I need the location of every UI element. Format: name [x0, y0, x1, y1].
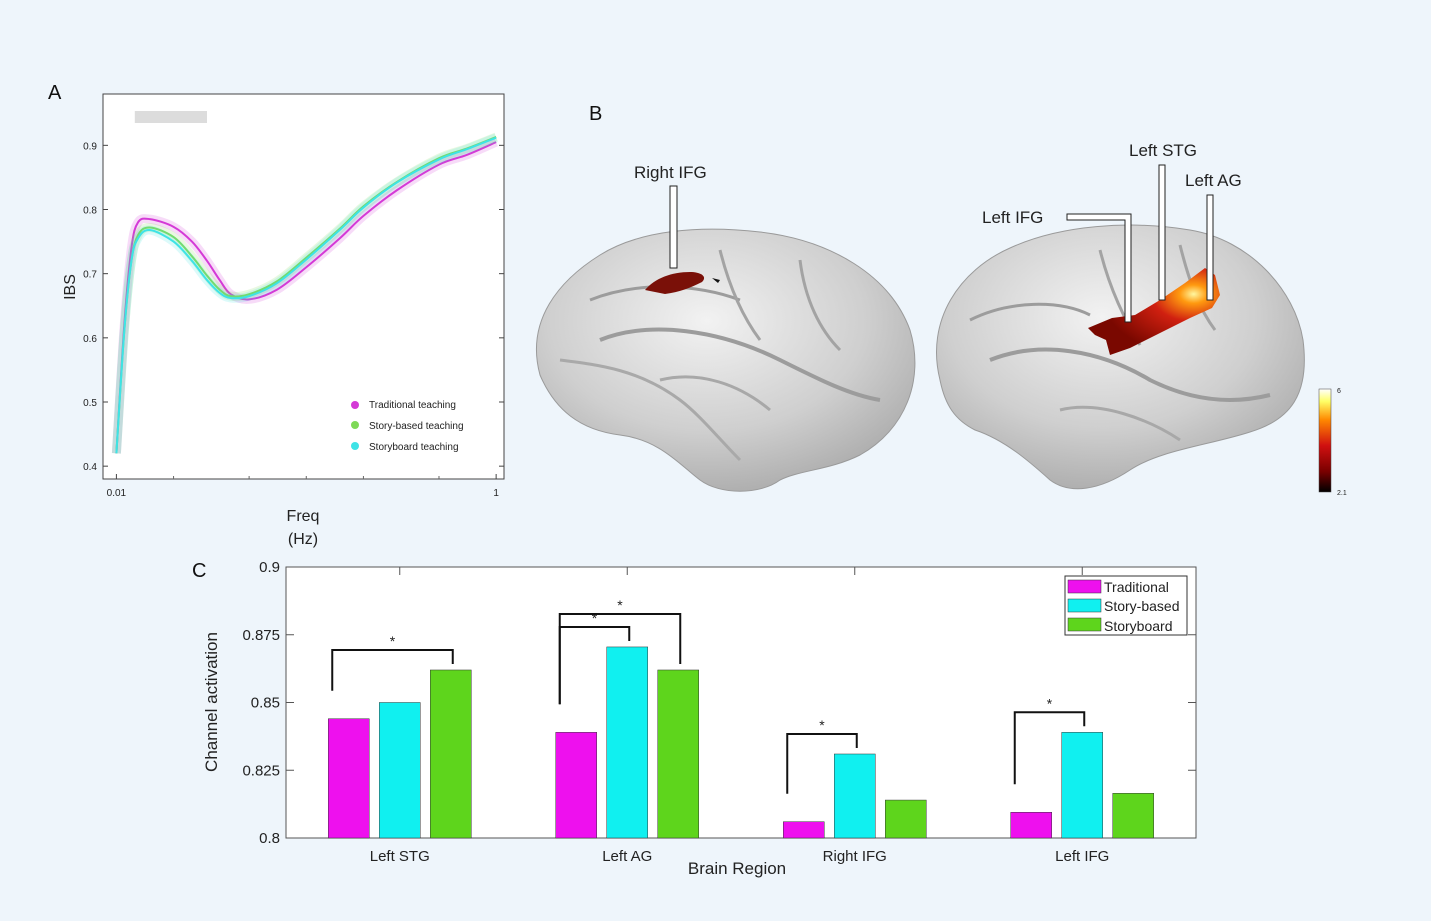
y-tick-label-a: 0.6: [83, 334, 97, 345]
legend-c: Traditional Story-based Storyboard: [1064, 575, 1188, 636]
leader-right-ifg: [669, 185, 678, 269]
bar-2-2: [885, 799, 927, 839]
bar-1-1: [606, 646, 648, 839]
y-tick-label-c: 0.8: [259, 830, 280, 847]
x-category-label: Right IFG: [823, 848, 887, 865]
x-category-label: Left IFG: [1055, 848, 1109, 865]
bar-1-2: [657, 669, 699, 839]
activation-right-ifg: [645, 272, 705, 294]
label-left-stg: Left STG: [1129, 141, 1197, 160]
y-tick-label-a: 0.4: [83, 462, 97, 473]
legend-a-marker-story: [351, 421, 359, 429]
x-axis-ticks-a: 0.01 1: [107, 474, 499, 499]
bar-0-2: [430, 669, 472, 839]
y-tick-label-a: 0.5: [83, 398, 97, 409]
legend-a-label-storyboard: Storyboard teaching: [369, 442, 459, 453]
sig-star: *: [390, 633, 396, 649]
panel-label-c: C: [192, 560, 207, 582]
x-category-label: Left AG: [602, 848, 652, 865]
sig-star: *: [1047, 695, 1053, 711]
bar-1-0: [555, 732, 597, 839]
bar-3-2: [1112, 793, 1154, 839]
y-tick-label-c: 0.875: [242, 627, 280, 644]
y-axis-label-c: Channel activation: [202, 632, 221, 772]
plot-area-c: [285, 566, 1197, 839]
bar-3-0: [1010, 812, 1052, 839]
sig-bracket: [1013, 711, 1086, 785]
y-tick-label-c: 0.825: [242, 762, 280, 779]
y-axis-ticks-c: 0.8 0.825 0.85 0.875 0.9: [242, 559, 1196, 847]
y-tick-label-a: 0.9: [83, 141, 97, 152]
y-tick-label-c: 0.85: [251, 695, 280, 712]
bars: [328, 646, 1154, 839]
bar-0-1: [379, 702, 421, 839]
colorbar: [1318, 388, 1332, 493]
leader-left-ag: [1206, 194, 1214, 301]
legend-c-swatch-traditional: [1067, 579, 1102, 594]
y-tick-label-a: 0.8: [83, 206, 97, 217]
label-left-ifg: Left IFG: [982, 208, 1043, 227]
panel-label-b: B: [589, 103, 603, 125]
significance-brackets: * * * * *: [331, 597, 1086, 794]
sig-bracket: [331, 648, 454, 691]
colorbar-min-label: 2.1: [1337, 490, 1347, 497]
series-line-2: [115, 136, 497, 454]
significance-band: [134, 111, 207, 123]
y-axis-ticks-a: 0.4 0.5 0.6 0.7 0.8 0.9: [83, 141, 504, 473]
x-category-label: Left STG: [370, 848, 430, 865]
legend-c-label-story: Story-based: [1104, 598, 1179, 614]
right-hemisphere-brain: [535, 228, 916, 492]
legend-a-marker-traditional: [351, 401, 359, 409]
leader-left-ifg: [1066, 213, 1132, 323]
left-hemisphere-brain: [936, 224, 1305, 490]
sig-bracket: [786, 732, 858, 794]
label-right-ifg: Right IFG: [634, 163, 707, 182]
colorbar-max-label: 6: [1337, 388, 1341, 395]
legend-a-marker-storyboard: [351, 442, 359, 450]
panel-b-brain-maps: Right IFG Left STG Left AG Left IFG 6 2.…: [535, 141, 1347, 497]
x-tick-label-a: 0.01: [107, 488, 127, 499]
y-tick-label-a: 0.7: [83, 270, 97, 281]
x-tick-label-a: 1: [493, 488, 499, 499]
y-tick-label-c: 0.9: [259, 559, 280, 576]
legend-c-label-storyboard: Storyboard: [1104, 618, 1172, 634]
series-line-0: [115, 141, 497, 454]
label-left-ag: Left AG: [1185, 171, 1242, 190]
x-axis-label-a-line1: Freq: [287, 508, 320, 525]
x-axis-label-a-line2: (Hz): [288, 531, 318, 548]
bar-0-0: [328, 718, 370, 839]
sig-star: *: [819, 717, 825, 733]
ibs-lines: [111, 132, 498, 454]
leader-left-stg: [1158, 164, 1166, 301]
sig-star: *: [592, 610, 598, 626]
sig-bracket: [558, 612, 682, 705]
panel-c-bar-chart: 0.8 0.825 0.85 0.875 0.9 Left STG Left AG Righ…: [202, 559, 1197, 878]
legend-a-label-traditional: Traditional teaching: [369, 400, 456, 411]
activation-left-cluster: [1088, 268, 1220, 355]
legend-c-label-traditional: Traditional: [1104, 579, 1169, 595]
bar-2-1: [834, 753, 876, 839]
bar-2-0: [783, 821, 825, 839]
y-axis-label-a: IBS: [62, 274, 79, 300]
sig-star: *: [617, 597, 623, 613]
legend-a-label-story: Story-based teaching: [369, 421, 464, 432]
x-axis-label-c: Brain Region: [688, 859, 786, 878]
legend-c-swatch-story: [1067, 598, 1102, 613]
x-category-labels: Left STG Left AG Right IFG Left IFG: [370, 567, 1109, 865]
bar-3-1: [1061, 732, 1103, 839]
panel-label-a: A: [48, 82, 62, 104]
legend-c-swatch-storyboard: [1067, 617, 1102, 632]
legend-a: Traditional teaching Story-based teachin…: [351, 400, 464, 453]
panel-a-line-chart: 0.4 0.5 0.6 0.7 0.8 0.9 0.01 1 IBS Freq (Hz) T…: [62, 93, 505, 548]
